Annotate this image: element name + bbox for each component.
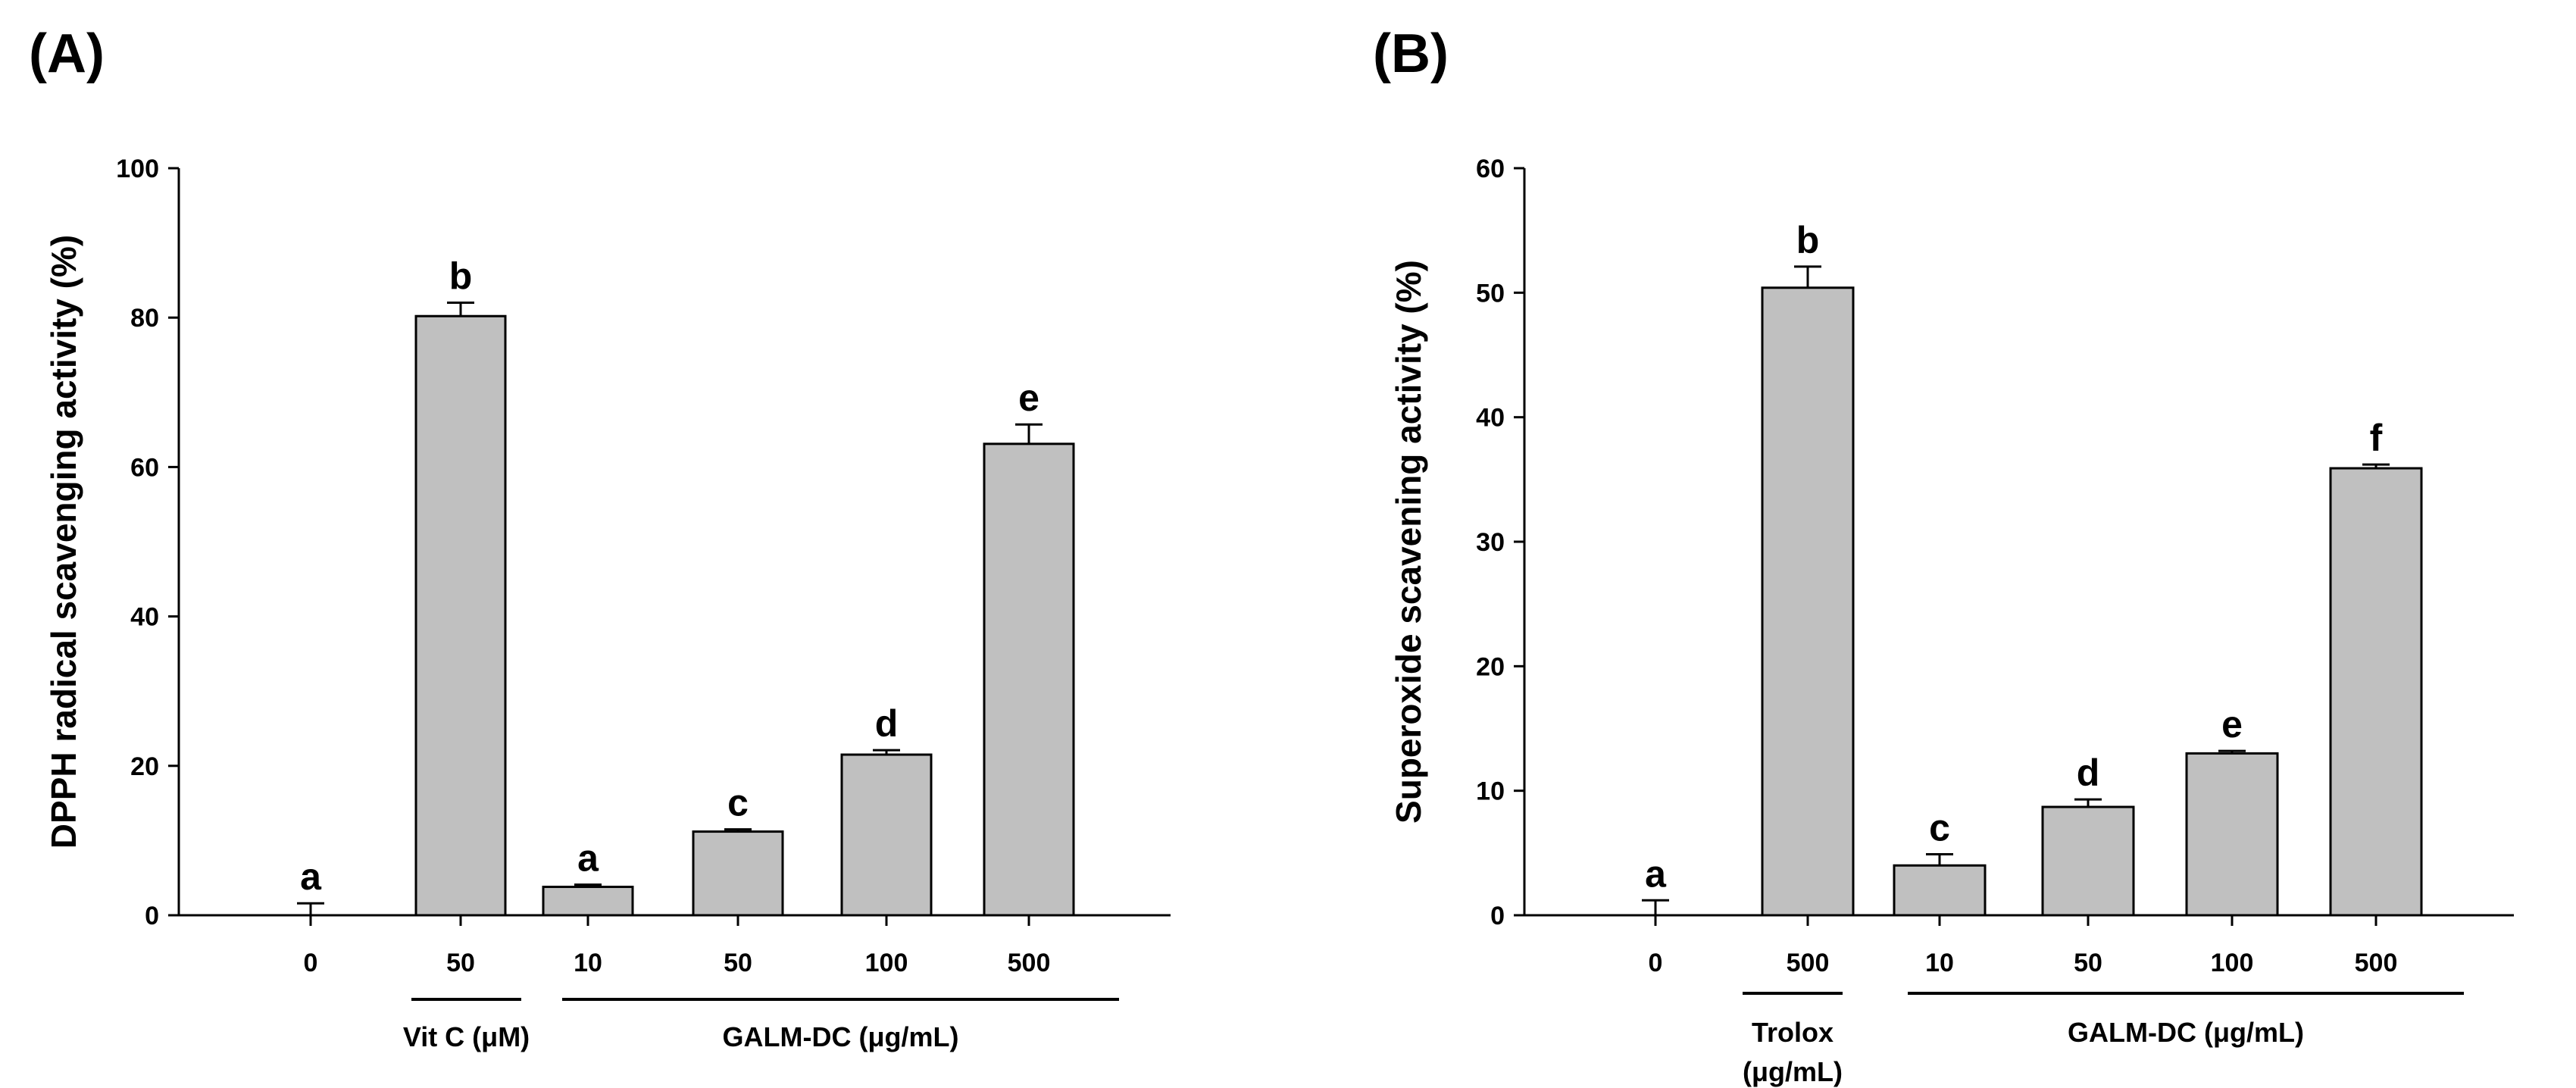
x-tick-label: 0	[1649, 949, 1663, 977]
y-tick-label: 40	[130, 603, 159, 632]
significance-letter: a	[1645, 852, 1667, 895]
panel-label: (B)	[1373, 23, 1449, 84]
significance-letter: c	[727, 782, 749, 824]
bar	[1893, 864, 1987, 917]
x-tick-label: 500	[2355, 949, 2398, 977]
group-label: GALM-DC (μg/mL)	[723, 1021, 959, 1052]
group-label: Vit C (μM)	[403, 1021, 530, 1052]
y-tick-label: 40	[1476, 404, 1505, 433]
x-tick-label: 0	[304, 949, 318, 977]
x-tick-label: 50	[724, 949, 752, 977]
bar	[692, 830, 784, 917]
y-tick-label: 20	[1476, 652, 1505, 681]
group-sublabel: (μg/mL)	[1743, 1056, 1843, 1087]
bar	[542, 886, 634, 917]
significance-letter: d	[875, 702, 899, 745]
significance-letter: e	[1018, 377, 1039, 419]
x-tick-label: 50	[446, 949, 475, 977]
y-tick-label: 20	[130, 752, 159, 781]
bar	[2041, 805, 2135, 917]
x-tick-label: 10	[1925, 949, 1954, 977]
bar	[983, 442, 1075, 917]
x-tick-label: 500	[1787, 949, 1830, 977]
y-axis-label: Superoxide scavening activity (%)	[1389, 260, 1428, 824]
significance-letter: f	[2370, 417, 2383, 459]
x-tick-label: 10	[574, 949, 602, 977]
significance-letter: b	[1796, 219, 1820, 261]
significance-letter: d	[2077, 752, 2100, 794]
x-tick-label: 500	[1008, 949, 1051, 977]
group-label: GALM-DC (μg/mL)	[2068, 1017, 2304, 1048]
significance-letter: b	[449, 255, 473, 297]
group-label: Trolox	[1752, 1017, 1834, 1048]
y-tick-label: 60	[1476, 155, 1505, 183]
x-tick-label: 50	[2074, 949, 2102, 977]
bar	[2185, 752, 2279, 917]
bar	[840, 753, 933, 917]
x-tick-label: 100	[2211, 949, 2254, 977]
y-tick-label: 80	[130, 304, 159, 333]
significance-letter: a	[300, 855, 322, 898]
bar	[2329, 467, 2423, 917]
x-tick-label: 100	[865, 949, 908, 977]
y-tick-label: 0	[1490, 902, 1505, 930]
bar	[414, 314, 507, 917]
panel-label: (A)	[29, 23, 105, 84]
significance-letter: c	[1929, 806, 1950, 849]
significance-letter: a	[577, 837, 599, 880]
chart-panel-b: (B) 0 10 20 30 40 50 60 Superoxide scavening ac…	[1373, 23, 2514, 1087]
significance-letter: e	[2221, 703, 2243, 746]
y-tick-label: 10	[1476, 777, 1505, 806]
y-tick-label: 100	[116, 155, 159, 183]
bar	[1761, 286, 1855, 917]
y-tick-label: 50	[1476, 279, 1505, 308]
y-tick-label: 0	[145, 902, 159, 930]
y-axis-label: DPPH radical scavenging activity (%)	[44, 235, 83, 849]
y-tick-label: 60	[130, 453, 159, 482]
y-tick-label: 30	[1476, 528, 1505, 557]
